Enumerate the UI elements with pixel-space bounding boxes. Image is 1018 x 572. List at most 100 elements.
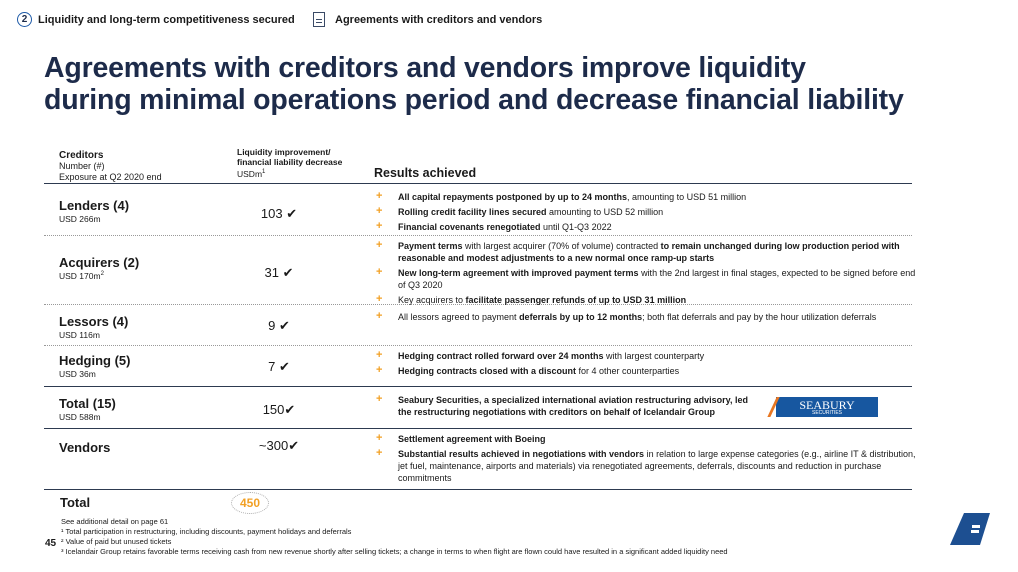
icelandair-logo-icon (950, 513, 990, 545)
document-icon (313, 12, 325, 27)
exposure-value: USD 266m (59, 214, 101, 224)
creditor-exposure: USD 116m (59, 330, 100, 340)
result-bullet: + New long-term agreement with improved p… (376, 266, 916, 291)
result-bullet: + Settlement agreement with Boeing (376, 432, 916, 445)
seabury-logo-sub: SECURITIES (811, 410, 842, 416)
creditor-row: Total (15) USD 588m 150✔ + Seabury Securitie… (44, 388, 912, 428)
plus-icon: + (376, 220, 383, 232)
footnote: ³ Icelandair Group retains favorable ter… (61, 547, 728, 556)
creditor-row: Acquirers (2) USD 170m2 31 ✔ + Payment terms… (44, 237, 915, 305)
breadcrumb-page-label: Agreements with creditors and vendors (335, 13, 543, 26)
bullet-text: facilitate passenger refunds of up to US… (465, 295, 687, 305)
results-list: + Hedging contract rolled forward over 24… (376, 349, 916, 380)
bullet-text: Payment terms (398, 241, 463, 251)
exposure-value: USD 36m (59, 369, 96, 379)
seabury-logo-text: SEABURY (799, 398, 855, 412)
creditor-row: Lenders (4) USD 266m 103 ✔ + All capital rep… (44, 186, 912, 235)
results-list: + Payment terms with largest acquirer (70… (376, 239, 916, 309)
bullet-text: Seabury Securities, a specialized intern… (398, 395, 748, 417)
liquidity-value: 7 ✔ (268, 359, 290, 374)
liquidity-value: 150✔ (262, 402, 296, 417)
breadcrumb-step-label: Liquidity and long-term competitiveness … (38, 13, 295, 26)
page-title: Agreements with creditors and vendors im… (44, 52, 904, 116)
bullet-text: in relation to large expense categories … (398, 449, 916, 483)
bullet-text: Substantial results achieved in negotiat… (398, 449, 645, 459)
bullet-text: deferrals by up to 12 months (519, 312, 643, 322)
creditor-name: Lessors (4) (59, 314, 129, 329)
result-bullet: + Seabury Securities, a specialized inter… (376, 393, 756, 418)
result-bullet: + Hedging contracts closed with a discoun… (376, 364, 916, 377)
total-value: 450 (231, 492, 269, 514)
bullet-text: with largest counterparty (603, 351, 705, 361)
creditor-name: Acquirers (2) (59, 255, 140, 270)
plus-icon: + (376, 205, 383, 217)
row-divider (44, 489, 912, 490)
row-divider (44, 235, 912, 236)
plus-icon: + (376, 190, 383, 202)
liquidity-value: 103 ✔ (260, 206, 298, 221)
bullet-text: Financial covenants renegotiated (398, 222, 541, 232)
liquidity-header: Liquidity improvement/ financial liabili… (237, 147, 342, 179)
row-divider (44, 428, 912, 429)
bullet-text: , amounting to USD 51 million (627, 192, 747, 202)
bullet-text: Hedging contract rolled forward over 24 … (398, 351, 604, 361)
bullet-text: New long-term agreement with improved pa… (398, 268, 639, 278)
seabury-logo: SEABURY SECURITIES (776, 397, 878, 417)
row-divider (44, 304, 912, 305)
plus-icon: + (376, 293, 383, 305)
bullet-text: All capital repayments postponed by up t… (398, 192, 628, 202)
title-line-2: during minimal operations period and dec… (44, 84, 904, 116)
plus-icon: + (376, 349, 383, 361)
creditor-exposure: USD 36m (59, 369, 96, 379)
exposure-header: Exposure at Q2 2020 end (59, 172, 162, 182)
creditor-name: Total (15) (59, 396, 116, 411)
plus-icon: + (376, 310, 383, 322)
bullet-text: until Q1-Q3 2022 (540, 222, 612, 232)
row-divider (44, 386, 912, 387)
unit-label: USDm (237, 168, 263, 179)
total-label: Total (60, 495, 91, 510)
bullet-text: to remain unchanged during low productio… (398, 241, 900, 263)
plus-icon: + (376, 432, 383, 444)
liquidity-value: ~300✔ (258, 438, 300, 453)
results-list: + Seabury Securities, a specialized inter… (376, 393, 756, 421)
result-bullet: + Payment terms with largest acquirer (70… (376, 239, 916, 264)
exposure-value: USD 116m (59, 330, 100, 340)
liquidity-header-line1: Liquidity improvement/ (237, 147, 331, 157)
result-bullet: + Substantial results achieved in negotia… (376, 447, 916, 484)
footnote: ¹ Total participation in restructuring, … (61, 527, 352, 536)
creditor-row: Lessors (4) USD 116m 9 ✔ + All lessors agree… (44, 306, 912, 345)
number-header: Number (#) (59, 161, 105, 171)
page-number: 45 (45, 538, 57, 549)
breadcrumb-page[interactable]: Agreements with creditors and vendors (313, 12, 542, 27)
bullet-text: amounting to USD 52 million (546, 207, 664, 217)
result-bullet: + All capital repayments postponed by up … (376, 190, 916, 203)
header-divider (44, 183, 912, 184)
breadcrumb-step[interactable]: 2 Liquidity and long-term competitivenes… (17, 12, 295, 27)
footnote: ² Value of paid but unused tickets (61, 537, 172, 546)
result-bullet: + Hedging contract rolled forward over 24… (376, 349, 916, 362)
liquidity-value: 31 ✔ (264, 265, 294, 280)
row-divider (44, 345, 912, 346)
creditor-row: Vendors ~300✔ + Settlement agreement with B… (44, 430, 916, 489)
bullet-text: with the 2nd largest in final stages, ex… (398, 268, 916, 290)
exposure-value: USD 588m (59, 412, 101, 422)
result-bullet: + Key acquirers to facilitate passenger r… (376, 293, 916, 306)
liquidity-value: 9 ✔ (268, 318, 290, 333)
bullet-text: for 4 other counterparties (576, 366, 680, 376)
creditor-exposure: USD 266m (59, 214, 101, 224)
bullet-text: All lessors agreed to payment (398, 312, 520, 322)
bullet-text: with largest acquirer (70% of volume) co… (462, 241, 661, 251)
result-bullet: + Financial covenants renegotiated until … (376, 220, 916, 233)
results-list: + All capital repayments postponed by up … (376, 190, 916, 236)
plus-icon: + (376, 393, 383, 405)
liquidity-header-line2: financial liability decrease (237, 157, 343, 167)
results-header: Results achieved (374, 166, 477, 180)
results-list: + All lessors agreed to payment deferrals… (376, 310, 916, 326)
result-bullet: + Rolling credit facility lines secured a… (376, 205, 916, 218)
title-line-1: Agreements with creditors and vendors im… (44, 52, 806, 84)
plus-icon: + (376, 364, 383, 376)
creditor-name: Hedging (5) (59, 353, 131, 368)
plus-icon: + (376, 239, 383, 251)
result-bullet: + All lessors agreed to payment deferrals… (376, 310, 916, 323)
